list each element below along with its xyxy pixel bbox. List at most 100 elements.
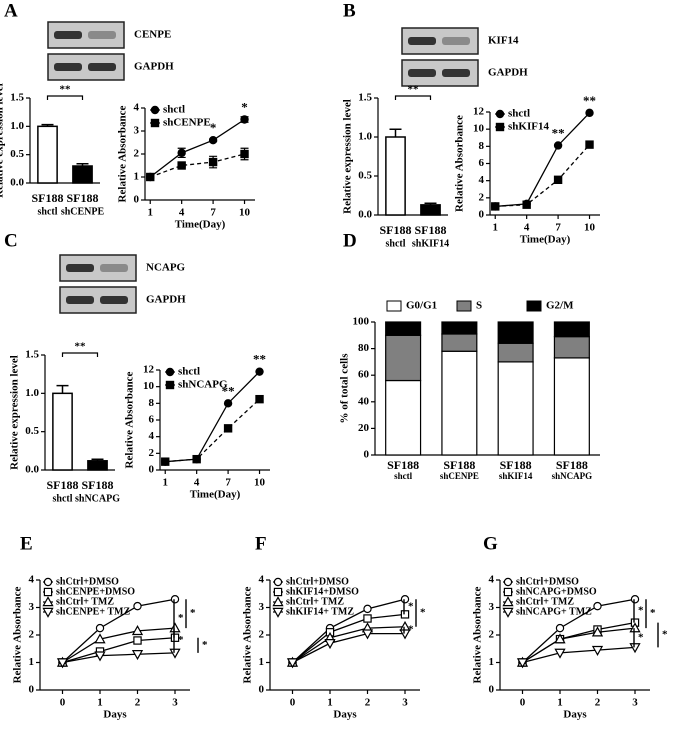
bar-segment — [553, 321, 590, 338]
x-tick-sublabel: shctl — [386, 238, 406, 249]
x-axis-label: Time(Day) — [190, 489, 241, 501]
marker — [170, 595, 180, 604]
x-tick-label: 2 — [365, 697, 371, 709]
y-tick-label: 2 — [134, 148, 140, 160]
bar-segment — [553, 357, 590, 456]
series-line — [62, 637, 176, 664]
y-axis-label: Relative expression level — [0, 83, 6, 198]
bar-segment — [385, 379, 422, 456]
panel-letter: C — [4, 230, 18, 251]
marker — [161, 457, 170, 466]
legend-marker — [503, 587, 513, 597]
marker — [146, 172, 155, 182]
x-tick-sublabel: shKIF14 — [499, 471, 533, 481]
x-axis-label: Days — [103, 709, 127, 721]
series-line — [149, 118, 245, 178]
error-bar — [91, 458, 104, 461]
y-tick-label: 0.5 — [25, 425, 39, 437]
legend-label: shKIF14+ TMZ — [286, 606, 354, 617]
legend-label: shCtrl+ TMZ — [286, 596, 344, 607]
x-tick-label: 1 — [492, 222, 498, 234]
y-tick-label: 0.5 — [10, 148, 24, 160]
marker — [169, 648, 181, 659]
y-tick-label: 6 — [149, 414, 155, 426]
significance: * — [638, 604, 644, 616]
legend-label: shctl — [508, 108, 530, 120]
series-line — [522, 627, 636, 664]
x-tick-label: 10 — [254, 477, 266, 489]
y-tick-label: 0 — [259, 684, 265, 696]
x-tick-label: 0 — [520, 697, 526, 709]
y-tick-label: 0 — [479, 209, 485, 221]
panel-letter: G — [483, 533, 498, 554]
bar-segment — [385, 321, 422, 336]
significance: ** — [408, 84, 420, 96]
legend-marker — [273, 577, 283, 587]
marker — [192, 454, 201, 464]
legend-label: G0/G1 — [406, 300, 437, 312]
marker — [400, 610, 410, 619]
series-line — [62, 598, 176, 663]
marker — [223, 424, 233, 433]
x-tick-label: 10 — [584, 222, 596, 234]
y-tick-label: 0 — [134, 194, 140, 206]
x-tick-sublabel: shctl — [394, 471, 412, 481]
y-tick-label: 60 — [358, 369, 370, 381]
y-tick-label: 100 — [353, 316, 370, 328]
significance: * — [420, 607, 426, 619]
x-tick-label: 4 — [524, 222, 530, 234]
x-tick-sublabel: shNCAPG — [75, 493, 120, 504]
x-tick-label: 7 — [555, 222, 561, 234]
y-tick-label: 1 — [134, 171, 140, 183]
blot-label: GAPDH — [146, 294, 186, 306]
marker — [593, 601, 602, 611]
legend-label: shctl — [178, 366, 200, 378]
bar — [37, 125, 58, 184]
blot-label: CENPE — [134, 29, 171, 41]
marker — [363, 614, 372, 623]
y-axis-label: Relative Absorbance — [242, 586, 254, 683]
marker — [177, 161, 186, 170]
bar — [385, 136, 406, 216]
legend-swatch — [456, 300, 472, 312]
x-tick-sublabel: shNCAPG — [552, 471, 593, 481]
panel-letter: A — [4, 0, 18, 21]
marker — [629, 622, 641, 633]
x-tick-label: 2 — [135, 697, 141, 709]
y-tick-label: 10 — [143, 380, 155, 392]
y-axis-label: Relative expression level — [342, 99, 354, 214]
x-tick-label: 4 — [179, 207, 185, 219]
y-tick-label: 1.0 — [25, 387, 39, 399]
significance: ** — [75, 341, 87, 353]
legend-marker — [150, 118, 160, 128]
error-bar — [389, 128, 402, 137]
legend-label: shKIF14+DMSO — [286, 586, 359, 597]
series-line — [292, 626, 406, 664]
x-tick-label: SF188 — [556, 458, 588, 472]
significance: ** — [583, 93, 596, 108]
legend-label: shCtrl+DMSO — [56, 576, 119, 587]
marker — [208, 157, 218, 167]
significance-bracket — [61, 352, 99, 357]
series-line — [292, 613, 406, 664]
bar — [420, 204, 441, 216]
legend-label: shCENPE — [163, 117, 211, 129]
significance: ** — [552, 125, 565, 140]
significance: * — [408, 624, 414, 636]
blot-band — [100, 296, 128, 304]
x-tick-label: 7 — [225, 477, 231, 489]
y-tick-label: 3 — [489, 601, 495, 613]
x-tick-label: SF188 — [387, 458, 419, 472]
significance: * — [178, 634, 184, 646]
x-tick-label: 3 — [632, 697, 638, 709]
y-tick-label: 8 — [149, 397, 155, 409]
marker — [399, 629, 411, 640]
y-tick-label: 2 — [149, 447, 155, 459]
y-tick-label: 80 — [358, 342, 370, 354]
legend-marker — [43, 587, 53, 597]
x-axis-label: Time(Day) — [520, 234, 571, 246]
legend-marker — [150, 105, 160, 115]
y-tick-label: 10 — [473, 123, 485, 135]
blot-band — [66, 296, 94, 304]
significance: * — [202, 639, 208, 651]
